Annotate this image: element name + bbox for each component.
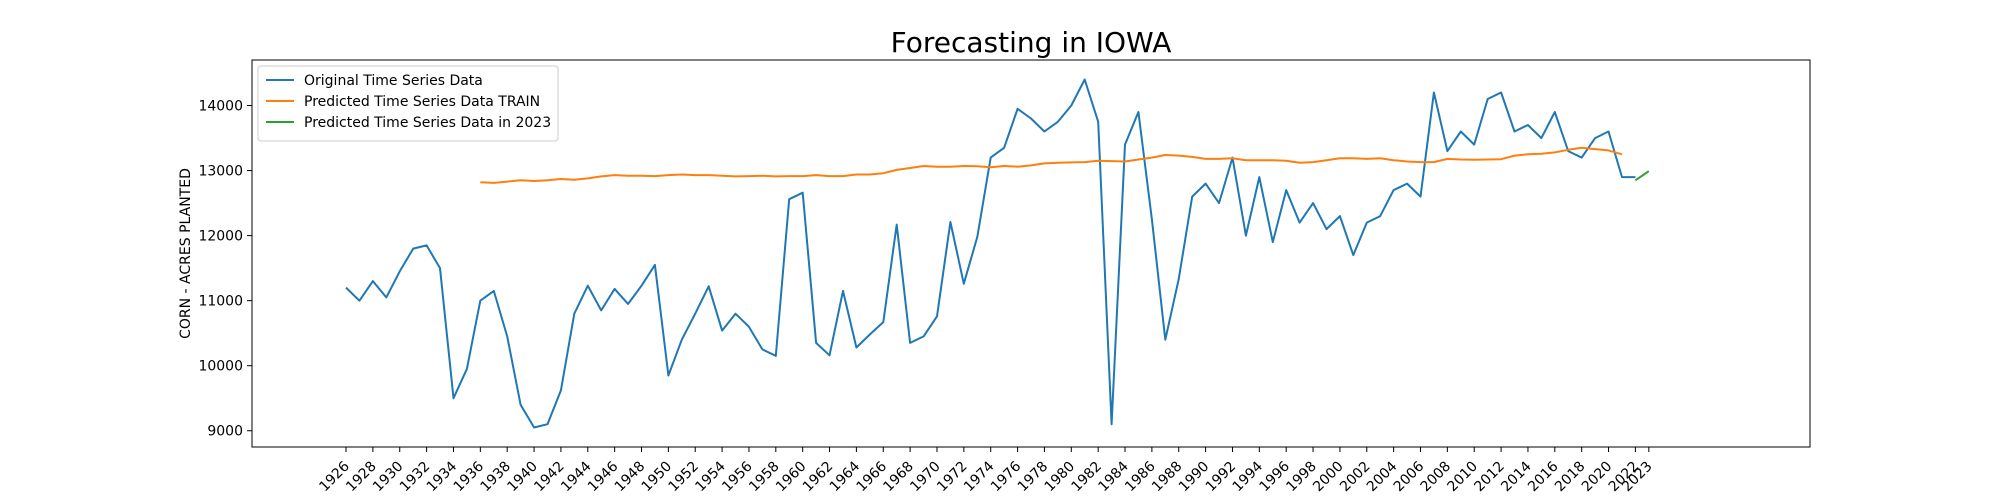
x-tick-label: 2016 xyxy=(1525,458,1562,495)
x-tick-label: 1996 xyxy=(1257,458,1294,495)
x-tick-label: 2008 xyxy=(1418,459,1455,496)
x-tick-label: 2010 xyxy=(1445,459,1482,496)
x-tick-label: 1942 xyxy=(531,459,568,496)
x-tick-label: 1984 xyxy=(1095,458,1132,495)
y-tick-label: 12000 xyxy=(198,229,243,245)
x-tick-label: 1944 xyxy=(558,458,595,495)
x-tick-label: 1958 xyxy=(746,459,783,496)
x-tick-label: 1952 xyxy=(666,459,703,496)
series-layer xyxy=(345,78,1650,429)
x-tick-label: 1982 xyxy=(1068,459,1105,496)
x-tick-label: 1946 xyxy=(585,458,622,495)
x-tick-label: 1972 xyxy=(934,459,971,496)
x-tick-label: 1932 xyxy=(397,459,434,496)
x-tick-label: 2004 xyxy=(1364,458,1401,495)
x-tick-label: 1948 xyxy=(612,459,649,496)
x-tick-label: 1974 xyxy=(961,458,998,495)
x-tick-label: 1962 xyxy=(800,459,837,496)
x-tick-label: 1978 xyxy=(1015,459,1052,496)
x-tick-label: 1926 xyxy=(316,458,353,495)
series-line-0 xyxy=(345,78,1636,429)
y-tick-label: 14000 xyxy=(198,99,243,115)
x-tick-label: 1930 xyxy=(370,459,407,496)
x-tick-label: 1934 xyxy=(424,458,461,495)
x-tick-label: 1936 xyxy=(451,458,488,495)
x-tick-label: 1990 xyxy=(1176,459,1213,496)
series-line-1 xyxy=(480,146,1623,184)
x-tick-label: 2014 xyxy=(1498,458,1535,495)
x-tick-label: 1956 xyxy=(719,458,756,495)
y-axis: 9000 10000 11000 12000 13000 14000 xyxy=(198,99,252,440)
x-tick-label: 2006 xyxy=(1391,458,1428,495)
plot-frame xyxy=(251,59,1811,448)
x-tick-label: 1968 xyxy=(880,459,917,496)
y-tick-label: 13000 xyxy=(198,164,243,180)
x-tick-label: 1964 xyxy=(827,458,864,495)
x-tick-label: 1980 xyxy=(1042,459,1079,496)
x-tick-label: 2012 xyxy=(1471,459,1508,496)
x-tick-label: 1928 xyxy=(343,459,380,496)
y-axis-title: CORN - ACRES PLANTED xyxy=(178,168,194,339)
y-tick-label: 9000 xyxy=(207,424,243,440)
x-tick-label: 1960 xyxy=(773,459,810,496)
legend: Original Time Series Data Predicted Time … xyxy=(257,65,559,142)
legend-label-2: Predicted Time Series Data in 2023 xyxy=(304,115,551,131)
x-tick-label: 1988 xyxy=(1149,459,1186,496)
x-tick-label: 2018 xyxy=(1552,459,1589,496)
x-tick-label: 1938 xyxy=(478,459,515,496)
x-tick-label: 1986 xyxy=(1122,458,1159,495)
x-tick-label: 2002 xyxy=(1337,459,1374,496)
x-tick-label: 2020 xyxy=(1579,459,1616,496)
x-tick-label: 1950 xyxy=(639,459,676,496)
legend-box xyxy=(257,65,559,142)
legend-label-1: Predicted Time Series Data TRAIN xyxy=(304,94,540,110)
chart-title: Forecasting in IOWA xyxy=(891,26,1172,59)
x-tick-label: 1994 xyxy=(1230,458,1267,495)
x-tick-label: 2000 xyxy=(1310,459,1347,496)
x-tick-label: 1976 xyxy=(988,458,1025,495)
x-tick-label: 1954 xyxy=(692,458,729,495)
legend-label-0: Original Time Series Data xyxy=(304,73,483,89)
y-tick-label: 11000 xyxy=(198,294,243,310)
series-line-2 xyxy=(1634,170,1650,182)
x-tick-label: 1940 xyxy=(504,459,541,496)
y-tick-label: 10000 xyxy=(198,359,243,375)
x-axis: 1926192819301932193419361938194019421944… xyxy=(316,447,1656,496)
x-tick-label: 1998 xyxy=(1283,459,1320,496)
x-tick-label: 1966 xyxy=(854,458,891,495)
x-tick-label: 1992 xyxy=(1203,459,1240,496)
x-tick-label: 1970 xyxy=(907,459,944,496)
